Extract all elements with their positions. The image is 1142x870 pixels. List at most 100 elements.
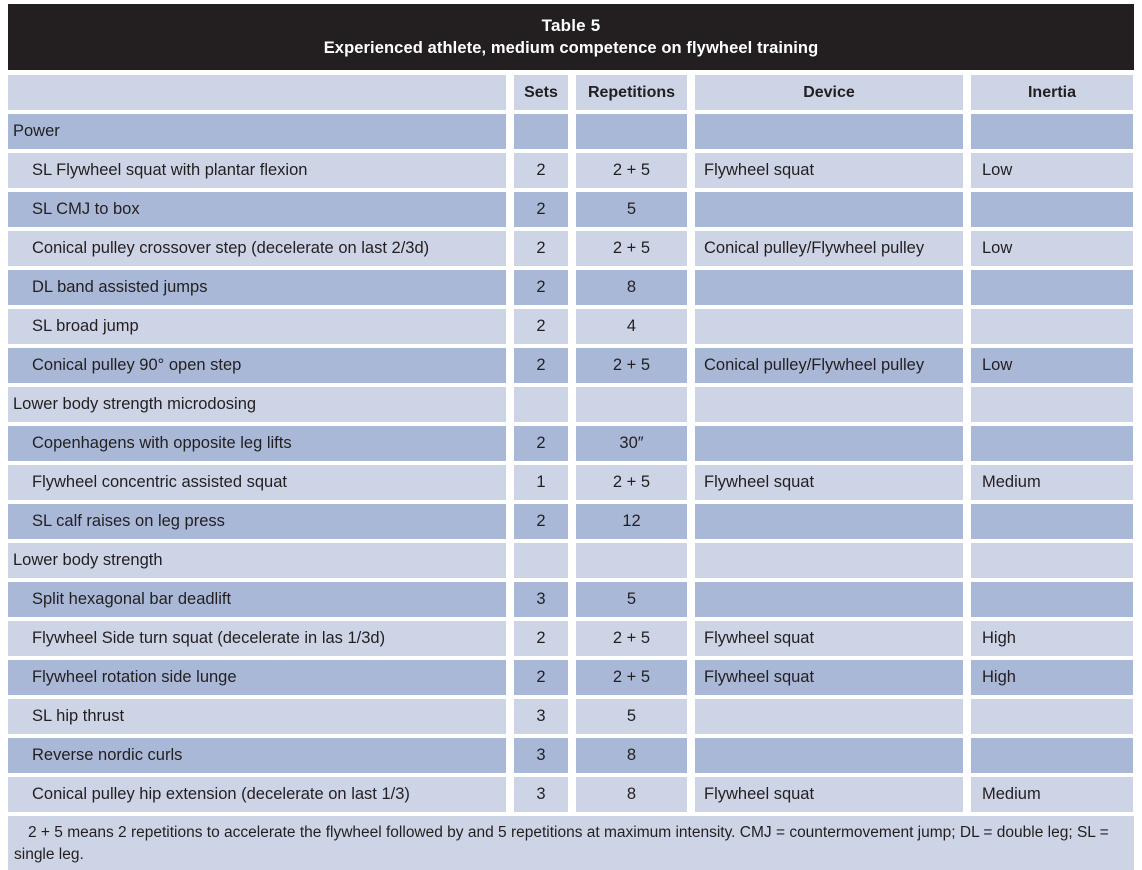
- sets-cell: 2: [514, 192, 568, 227]
- sets-cell: 3: [514, 699, 568, 734]
- device-cell: Flywheel squat: [695, 465, 963, 500]
- sets-cell: 2: [514, 660, 568, 695]
- footnote-text: 2 + 5 means 2 repetitions to accelerate …: [14, 824, 1109, 863]
- device-cell: [695, 699, 963, 734]
- table-row: SL CMJ to box 2 5: [8, 192, 1134, 227]
- table-row: Flywheel Side turn squat (decelerate in …: [8, 621, 1134, 656]
- inertia-cell: [971, 738, 1133, 773]
- device-cell: Flywheel squat: [695, 621, 963, 656]
- device-cell: [695, 582, 963, 617]
- inertia-cell: Medium: [971, 465, 1133, 500]
- table-row: Flywheel concentric assisted squat 1 2 + 5…: [8, 465, 1134, 500]
- repetitions-cell: 8: [576, 777, 687, 812]
- device-cell: [695, 543, 963, 578]
- inertia-cell: Low: [971, 231, 1133, 266]
- inertia-cell: Low: [971, 348, 1133, 383]
- sets-cell: 2: [514, 270, 568, 305]
- inertia-cell: [971, 699, 1133, 734]
- table-header-row: Sets Repetitions Device Inertia: [8, 75, 1134, 110]
- inertia-cell: Low: [971, 153, 1133, 188]
- table-title: Table 5: [541, 16, 601, 35]
- device-cell: [695, 738, 963, 773]
- exercise-cell: SL CMJ to box: [8, 192, 506, 227]
- exercise-cell: Conical pulley 90° open step: [8, 348, 506, 383]
- column-header-device: Device: [695, 75, 963, 110]
- device-cell: [695, 426, 963, 461]
- sets-cell: 2: [514, 153, 568, 188]
- exercise-cell: Conical pulley crossover step (decelerat…: [8, 231, 506, 266]
- repetitions-cell: 8: [576, 270, 687, 305]
- exercise-cell: DL band assisted jumps: [8, 270, 506, 305]
- exercise-cell: SL Flywheel squat with plantar flexion: [8, 153, 506, 188]
- inertia-cell: [971, 582, 1133, 617]
- exercise-cell: Split hexagonal bar deadlift: [8, 582, 506, 617]
- sets-cell: 3: [514, 738, 568, 773]
- section-row: Lower body strength microdosing: [8, 387, 1134, 422]
- device-cell: Flywheel squat: [695, 777, 963, 812]
- inertia-cell: [971, 114, 1133, 149]
- exercise-cell: SL calf raises on leg press: [8, 504, 506, 539]
- section-row: Power: [8, 114, 1134, 149]
- table-subtitle: Experienced athlete, medium competence o…: [323, 39, 819, 57]
- table-row: Conical pulley 90° open step 2 2 + 5 Conica…: [8, 348, 1134, 383]
- device-cell: [695, 387, 963, 422]
- column-header-repetitions: Repetitions: [576, 75, 687, 110]
- sets-cell: [514, 114, 568, 149]
- repetitions-cell: [576, 543, 687, 578]
- table-row: Flywheel rotation side lunge 2 2 + 5 Flywhe…: [8, 660, 1134, 695]
- table-row: Conical pulley crossover step (decelerat…: [8, 231, 1134, 266]
- device-cell: [695, 504, 963, 539]
- exercise-cell: Lower body strength: [8, 543, 506, 578]
- exercise-cell: Flywheel rotation side lunge: [8, 660, 506, 695]
- exercise-cell: Flywheel concentric assisted squat: [8, 465, 506, 500]
- repetitions-cell: [576, 387, 687, 422]
- table-row: SL broad jump 2 4: [8, 309, 1134, 344]
- device-cell: Conical pulley/Flywheel pulley: [695, 231, 963, 266]
- inertia-cell: High: [971, 660, 1133, 695]
- repetitions-cell: 30″: [576, 426, 687, 461]
- device-cell: Flywheel squat: [695, 660, 963, 695]
- exercise-cell: Copenhagens with opposite leg lifts: [8, 426, 506, 461]
- table-row: DL band assisted jumps 2 8: [8, 270, 1134, 305]
- repetitions-cell: 2 + 5: [576, 465, 687, 500]
- table-title-bar: Table 5 Experienced athlete, medium comp…: [8, 4, 1134, 70]
- sets-cell: 2: [514, 309, 568, 344]
- sets-cell: 2: [514, 348, 568, 383]
- repetitions-cell: 2 + 5: [576, 231, 687, 266]
- exercise-cell: SL broad jump: [8, 309, 506, 344]
- repetitions-cell: 2 + 5: [576, 348, 687, 383]
- repetitions-cell: [576, 114, 687, 149]
- column-header-inertia: Inertia: [971, 75, 1133, 110]
- sets-cell: 1: [514, 465, 568, 500]
- column-header-sets: Sets: [514, 75, 568, 110]
- repetitions-cell: 5: [576, 582, 687, 617]
- repetitions-cell: 5: [576, 699, 687, 734]
- device-cell: [695, 270, 963, 305]
- sets-cell: 2: [514, 231, 568, 266]
- table-row: Reverse nordic curls 3 8: [8, 738, 1134, 773]
- repetitions-cell: 4: [576, 309, 687, 344]
- inertia-cell: [971, 504, 1133, 539]
- exercise-cell: Reverse nordic curls: [8, 738, 506, 773]
- section-row: Lower body strength: [8, 543, 1134, 578]
- sets-cell: 2: [514, 426, 568, 461]
- table-row: Split hexagonal bar deadlift 3 5: [8, 582, 1134, 617]
- sets-cell: [514, 387, 568, 422]
- inertia-cell: [971, 309, 1133, 344]
- inertia-cell: [971, 387, 1133, 422]
- repetitions-cell: 12: [576, 504, 687, 539]
- repetitions-cell: 5: [576, 192, 687, 227]
- device-cell: Flywheel squat: [695, 153, 963, 188]
- inertia-cell: High: [971, 621, 1133, 656]
- table-row: SL hip thrust 3 5: [8, 699, 1134, 734]
- repetitions-cell: 2 + 5: [576, 660, 687, 695]
- table-row: Conical pulley hip extension (decelerate…: [8, 777, 1134, 812]
- sets-cell: 3: [514, 582, 568, 617]
- table-footnote: 2 + 5 means 2 repetitions to accelerate …: [8, 816, 1134, 870]
- table-body: Power SL Flywheel squat with plantar flex…: [8, 114, 1134, 812]
- device-cell: [695, 192, 963, 227]
- exercise-cell: Lower body strength microdosing: [8, 387, 506, 422]
- table-row: SL Flywheel squat with plantar flexion 2 2…: [8, 153, 1134, 188]
- sets-cell: 2: [514, 504, 568, 539]
